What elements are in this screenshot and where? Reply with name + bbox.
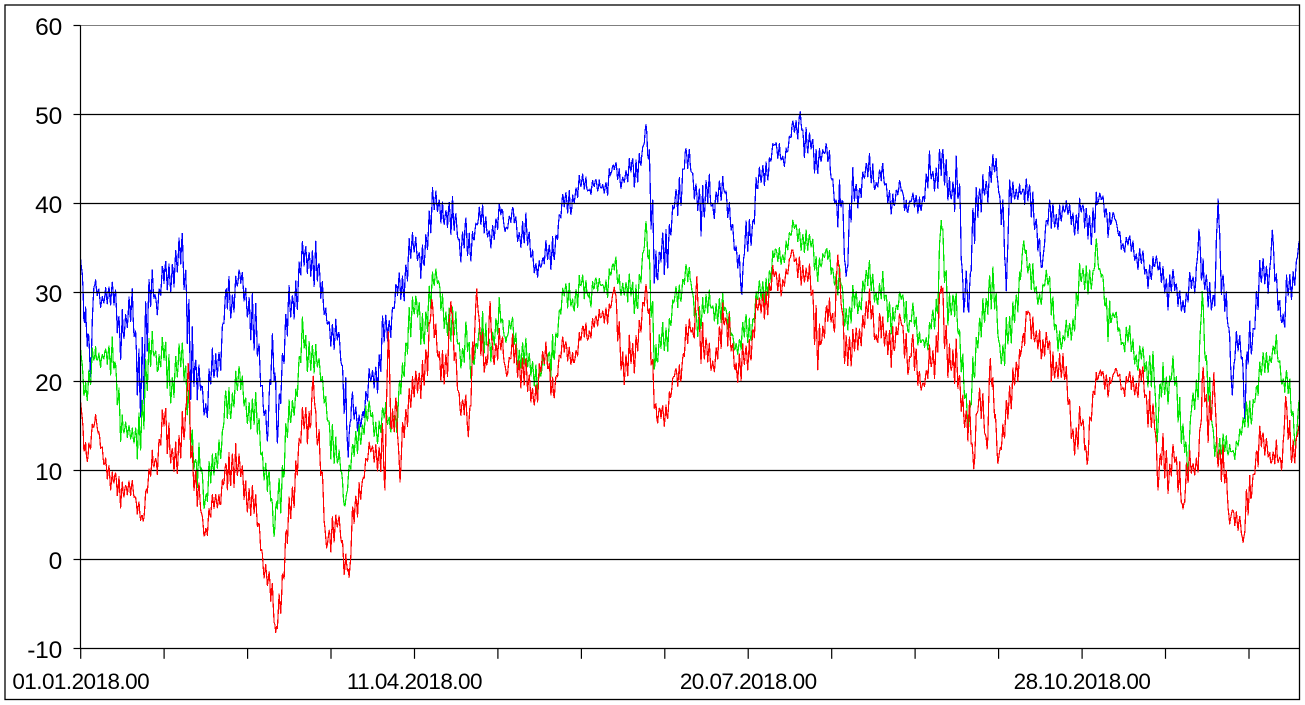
svg-text:01.01.2018.00: 01.01.2018.00 <box>12 669 149 694</box>
svg-text:10: 10 <box>35 459 62 486</box>
svg-text:11.04.2018.00: 11.04.2018.00 <box>347 669 482 694</box>
svg-text:50: 50 <box>35 103 62 130</box>
svg-text:-10: -10 <box>27 637 62 664</box>
svg-text:30: 30 <box>35 281 62 308</box>
svg-text:40: 40 <box>35 192 62 219</box>
svg-text:20.07.2018.00: 20.07.2018.00 <box>680 669 817 694</box>
svg-text:28.10.2018.00: 28.10.2018.00 <box>1014 669 1151 694</box>
svg-text:20: 20 <box>35 370 62 397</box>
svg-text:60: 60 <box>35 14 62 41</box>
svg-text:0: 0 <box>49 548 62 575</box>
